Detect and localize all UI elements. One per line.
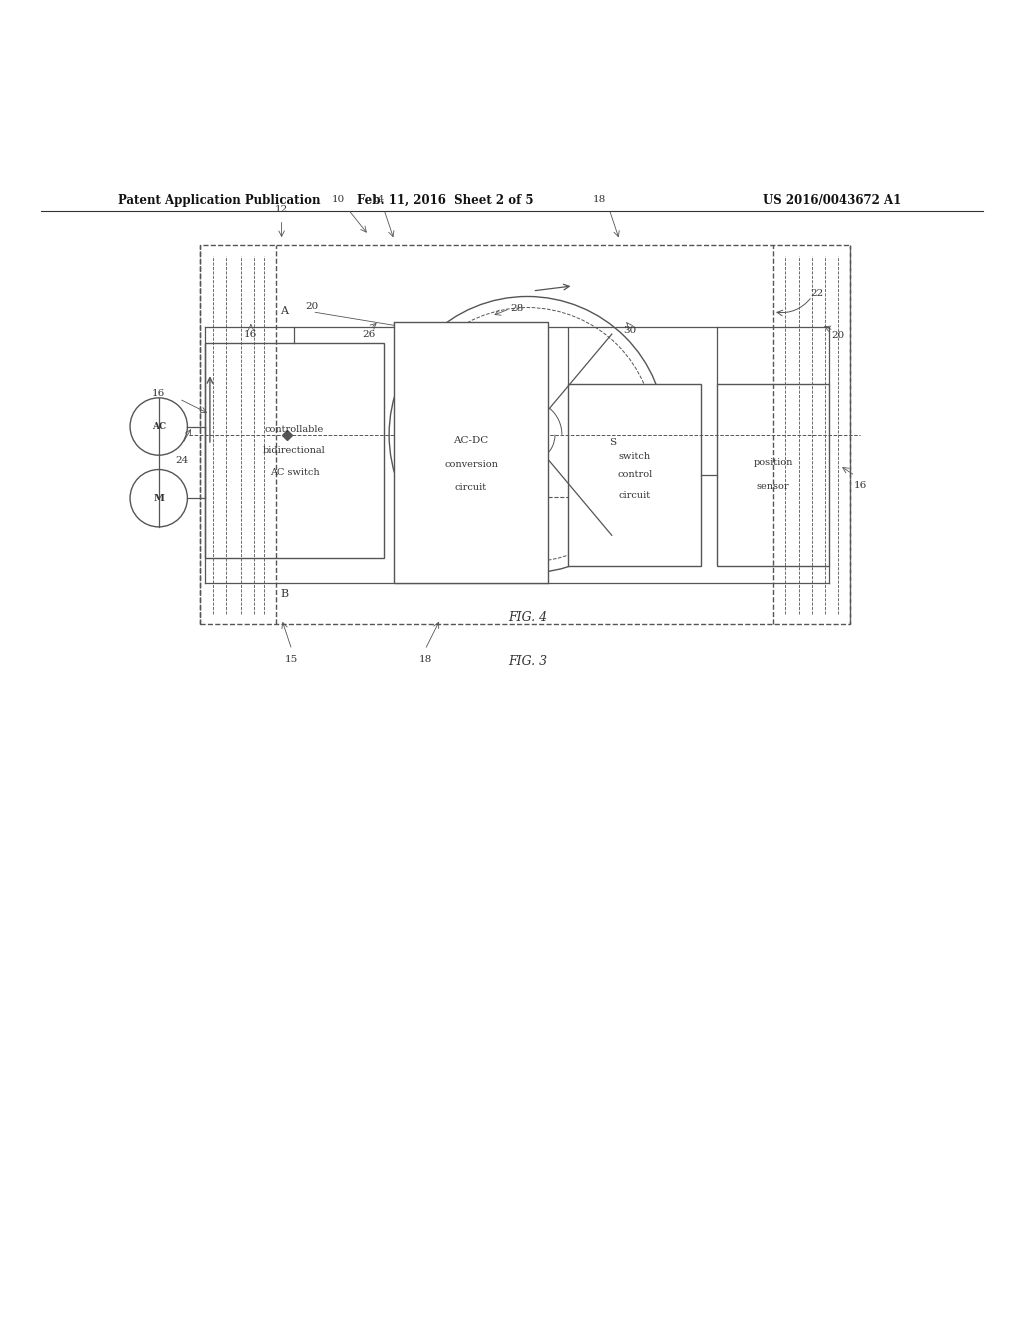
Text: sensor: sensor xyxy=(757,482,790,491)
Text: AC-DC: AC-DC xyxy=(454,436,488,445)
Text: Patent Application Publication: Patent Application Publication xyxy=(118,194,321,207)
Text: 12: 12 xyxy=(275,205,288,214)
Bar xyxy=(394,322,548,583)
Text: US 2016/0043672 A1: US 2016/0043672 A1 xyxy=(763,194,901,207)
Text: 18: 18 xyxy=(419,656,431,664)
Text: position: position xyxy=(754,458,793,467)
Text: α: α xyxy=(481,467,488,478)
Text: 18: 18 xyxy=(593,194,605,203)
Text: bidirectional: bidirectional xyxy=(263,446,326,454)
Text: control: control xyxy=(617,470,652,479)
Text: α: α xyxy=(481,396,488,407)
Text: 16: 16 xyxy=(153,389,165,399)
Text: S: S xyxy=(609,438,616,447)
Text: 30: 30 xyxy=(624,326,636,335)
Text: FIG. 4: FIG. 4 xyxy=(508,611,547,624)
Text: 20: 20 xyxy=(306,302,318,312)
Text: R: R xyxy=(502,362,510,370)
Text: conversion: conversion xyxy=(444,461,498,470)
Bar xyxy=(568,384,701,566)
Text: Feb. 11, 2016  Sheet 2 of 5: Feb. 11, 2016 Sheet 2 of 5 xyxy=(357,194,534,207)
Bar xyxy=(205,343,384,557)
Text: 22: 22 xyxy=(811,289,823,298)
Text: FIG. 3: FIG. 3 xyxy=(508,655,547,668)
Text: 10: 10 xyxy=(332,194,344,203)
Text: AC switch: AC switch xyxy=(269,469,319,477)
Text: 14: 14 xyxy=(373,194,385,203)
Text: circuit: circuit xyxy=(618,491,651,500)
Text: M: M xyxy=(154,494,164,503)
Text: B: B xyxy=(281,589,288,598)
Text: 24: 24 xyxy=(176,455,188,465)
Text: controllable: controllable xyxy=(265,425,324,434)
Text: 15: 15 xyxy=(286,656,298,664)
Text: 16: 16 xyxy=(854,482,866,491)
Text: AC: AC xyxy=(152,422,166,432)
Text: circuit: circuit xyxy=(455,483,487,492)
Text: 28: 28 xyxy=(511,305,523,313)
Text: 20: 20 xyxy=(831,331,844,339)
Text: switch: switch xyxy=(618,451,651,461)
Text: A: A xyxy=(281,306,288,315)
Text: 16: 16 xyxy=(245,330,257,339)
Bar xyxy=(717,384,829,566)
Bar xyxy=(200,246,850,624)
Text: 26: 26 xyxy=(362,330,375,339)
